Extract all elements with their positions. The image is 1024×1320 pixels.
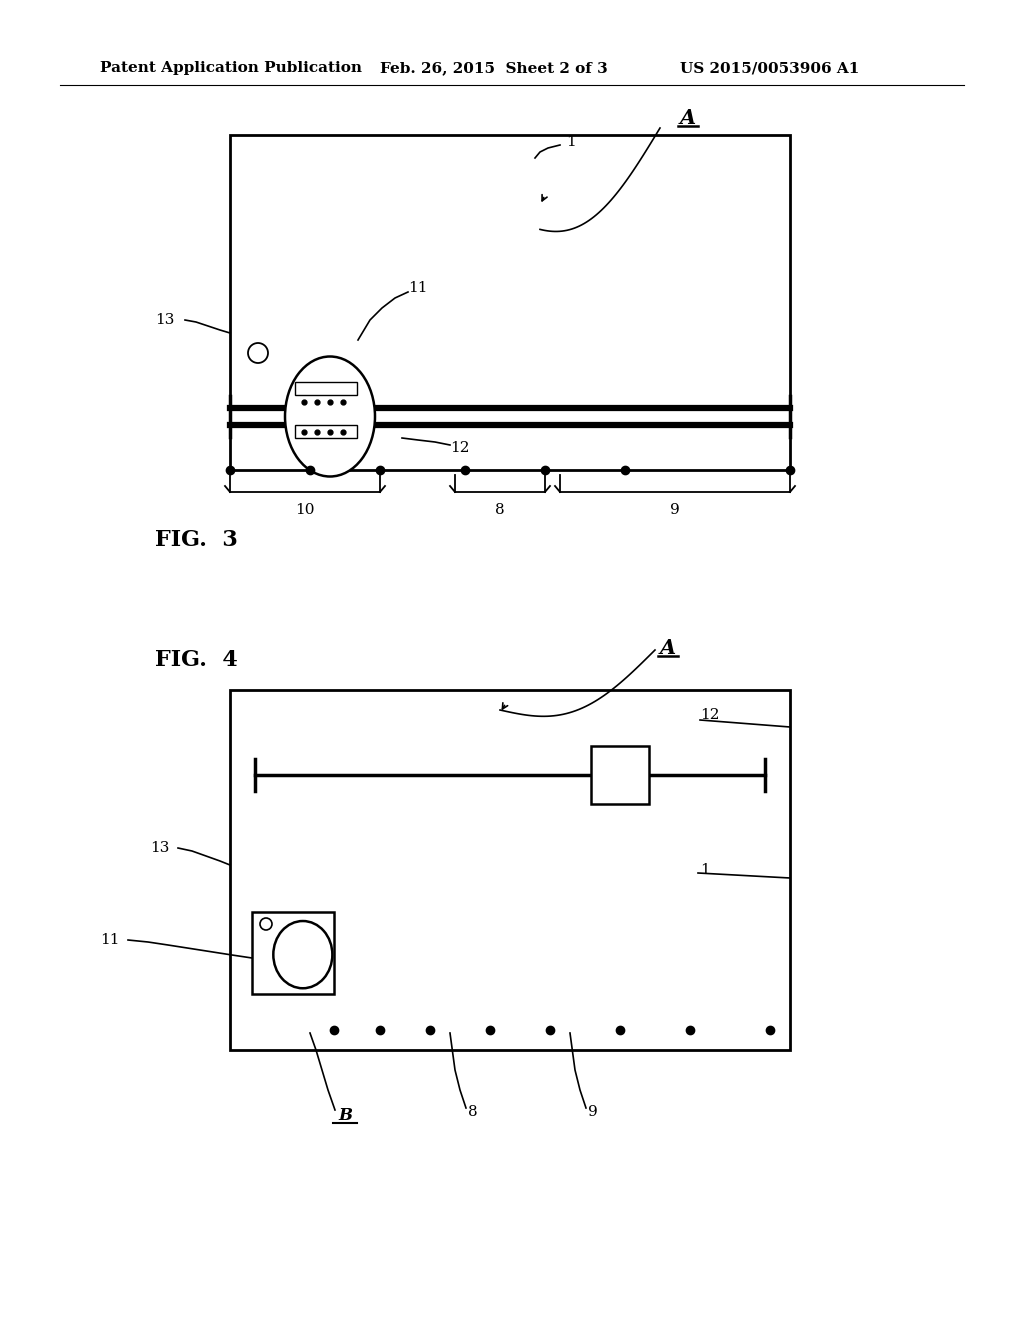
Text: B: B: [338, 1106, 352, 1123]
Text: FIG.  4: FIG. 4: [155, 649, 238, 671]
Text: FIG.  3: FIG. 3: [155, 529, 238, 550]
Ellipse shape: [285, 356, 375, 477]
Text: 13: 13: [155, 313, 174, 327]
Text: Feb. 26, 2015  Sheet 2 of 3: Feb. 26, 2015 Sheet 2 of 3: [380, 61, 608, 75]
Text: 10: 10: [295, 503, 314, 517]
Circle shape: [260, 917, 272, 931]
Bar: [295, 381, 357, 395]
Bar: [230, 690, 790, 1049]
Text: US 2015/0053906 A1: US 2015/0053906 A1: [680, 61, 859, 75]
Text: 1: 1: [700, 863, 710, 876]
Text: 11: 11: [408, 281, 427, 294]
Text: 12: 12: [700, 708, 720, 722]
Bar: [591, 746, 649, 804]
Text: 8: 8: [496, 503, 505, 517]
Text: A: A: [680, 108, 696, 128]
Bar: [252, 912, 334, 994]
Ellipse shape: [273, 921, 333, 989]
Text: 12: 12: [450, 441, 469, 455]
Text: 11: 11: [100, 933, 120, 946]
Bar: [295, 425, 357, 438]
Text: Patent Application Publication: Patent Application Publication: [100, 61, 362, 75]
Circle shape: [248, 343, 268, 363]
Text: 8: 8: [468, 1105, 477, 1119]
Text: A: A: [660, 638, 676, 657]
Bar: [230, 135, 790, 470]
Text: 9: 9: [670, 503, 680, 517]
Text: 13: 13: [150, 841, 169, 855]
Text: 1: 1: [566, 135, 575, 149]
Text: 9: 9: [588, 1105, 598, 1119]
